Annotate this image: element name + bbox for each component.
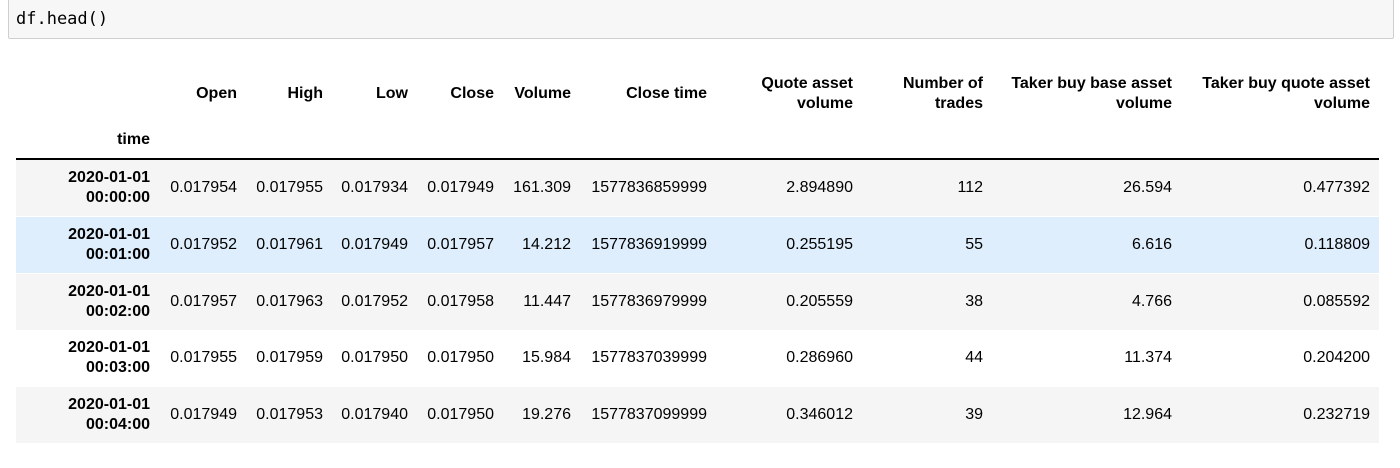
table-cell: 0.017953 — [256, 406, 323, 423]
table-cell: 0.017949 — [341, 236, 408, 253]
column-header: Taker buy base asset volume — [1011, 74, 1172, 114]
code-cell[interactable]: df.head() — [8, 0, 1394, 39]
table-cell: 0.017952 — [341, 293, 408, 310]
table-cell: 1577836859999 — [591, 179, 707, 196]
table-cell: 11.447 — [523, 293, 571, 310]
table-cell: 0.017952 — [170, 236, 237, 253]
row-index: 2020-01-01 00:00:00 — [68, 168, 150, 208]
table-cell: 112 — [957, 179, 983, 196]
table-row — [16, 274, 1379, 330]
column-header: Quote asset volume — [761, 74, 853, 114]
row-index-time: 00:02:00 — [85, 303, 150, 320]
table-cell: 0.346012 — [786, 406, 853, 423]
row-index-date: 2020-01-01 — [68, 226, 150, 243]
table-cell: 39 — [965, 406, 983, 423]
column-header-line: Number of — [903, 75, 983, 92]
table-cell: 0.204200 — [1303, 349, 1370, 366]
column-header-line: volume — [796, 95, 853, 112]
table-cell: 0.118809 — [1304, 236, 1370, 253]
table-cell: 0.477392 — [1303, 179, 1370, 196]
index-header: time — [117, 131, 150, 148]
table-cell: 0.017950 — [427, 406, 494, 423]
table-cell: 1577837099999 — [591, 406, 707, 423]
column-header-line: volume — [1313, 95, 1370, 112]
table-cell: 161.309 — [513, 179, 571, 196]
table-cell: 1577837039999 — [591, 349, 707, 366]
table-cell: 0.017950 — [427, 349, 494, 366]
row-index-date: 2020-01-01 — [68, 283, 150, 300]
column-header: Open — [196, 84, 237, 104]
table-cell: 0.286960 — [786, 349, 853, 366]
row-index: 2020-01-01 00:04:00 — [68, 395, 150, 435]
column-header: Close time — [626, 84, 707, 104]
table-cell: 0.017961 — [256, 236, 323, 253]
code-input[interactable]: df.head() — [16, 9, 109, 29]
row-index-time: 00:03:00 — [85, 359, 150, 376]
row-index-date: 2020-01-01 — [68, 339, 150, 356]
column-header-line: Close — [450, 85, 494, 102]
table-cell: 1577836919999 — [591, 236, 707, 253]
column-header-line: volume — [1115, 95, 1172, 112]
row-index-date: 2020-01-01 — [68, 396, 150, 413]
table-cell: 14.212 — [522, 236, 571, 253]
table-cell: 0.017954 — [170, 179, 237, 196]
table-cell: 44 — [965, 349, 983, 366]
table-cell: 1577836979999 — [591, 293, 707, 310]
table-cell: 0.017959 — [256, 349, 323, 366]
table-cell: 55 — [965, 236, 983, 253]
table-cell: 0.255195 — [786, 236, 853, 253]
column-header: Number of trades — [903, 74, 983, 114]
table-cell: 0.205559 — [786, 293, 853, 310]
column-header-line: Low — [376, 85, 408, 102]
column-header-line: Taker buy base asset — [1011, 75, 1172, 92]
table-row — [16, 217, 1379, 273]
table-cell: 19.276 — [522, 406, 571, 423]
table-cell: 12.964 — [1123, 406, 1172, 423]
row-index-time: 00:04:00 — [85, 416, 150, 433]
column-header: High — [287, 84, 323, 104]
column-header: Close — [450, 84, 494, 104]
column-header-line: trades — [934, 95, 983, 112]
table-cell: 0.017950 — [341, 349, 408, 366]
table-cell: 6.616 — [1131, 236, 1172, 253]
table-cell: 0.017949 — [427, 179, 494, 196]
table-row — [16, 387, 1379, 443]
table-cell: 26.594 — [1123, 179, 1172, 196]
column-header-line: High — [287, 85, 323, 102]
table-cell: 0.017957 — [427, 236, 494, 253]
row-index-time: 00:01:00 — [85, 246, 150, 263]
table-row — [16, 330, 1379, 386]
table-cell: 0.017934 — [341, 179, 408, 196]
table-cell: 4.766 — [1131, 293, 1172, 310]
header-rule — [16, 158, 1379, 160]
table-cell: 0.017955 — [256, 179, 323, 196]
table-cell: 0.017955 — [170, 349, 237, 366]
column-header-line: Taker buy quote asset — [1202, 75, 1370, 92]
table-cell: 11.374 — [1124, 349, 1172, 366]
table-cell: 2.894890 — [786, 179, 853, 196]
column-header-line: Close time — [626, 85, 707, 102]
table-cell: 0.017958 — [427, 293, 494, 310]
column-header-line: Volume — [514, 85, 571, 102]
row-index-time: 00:00:00 — [85, 189, 150, 206]
column-header-line: Quote asset — [761, 75, 853, 92]
row-index-date: 2020-01-01 — [68, 169, 150, 186]
column-header: Taker buy quote asset volume — [1202, 74, 1370, 114]
table-cell: 0.085592 — [1303, 293, 1370, 310]
table-cell: 0.017949 — [170, 406, 237, 423]
table-cell: 15.984 — [522, 349, 571, 366]
table-cell: 38 — [965, 293, 983, 310]
column-header: Volume — [514, 84, 571, 104]
row-index: 2020-01-01 00:02:00 — [68, 282, 150, 322]
table-row — [16, 160, 1379, 216]
table-cell: 0.017963 — [256, 293, 323, 310]
table-cell: 0.017957 — [170, 293, 237, 310]
row-index: 2020-01-01 00:03:00 — [68, 338, 150, 378]
column-header: Low — [376, 84, 408, 104]
table-cell: 0.017940 — [341, 406, 408, 423]
row-index: 2020-01-01 00:01:00 — [68, 225, 150, 265]
table-cell: 0.232719 — [1303, 406, 1370, 423]
column-header-line: Open — [196, 85, 237, 102]
